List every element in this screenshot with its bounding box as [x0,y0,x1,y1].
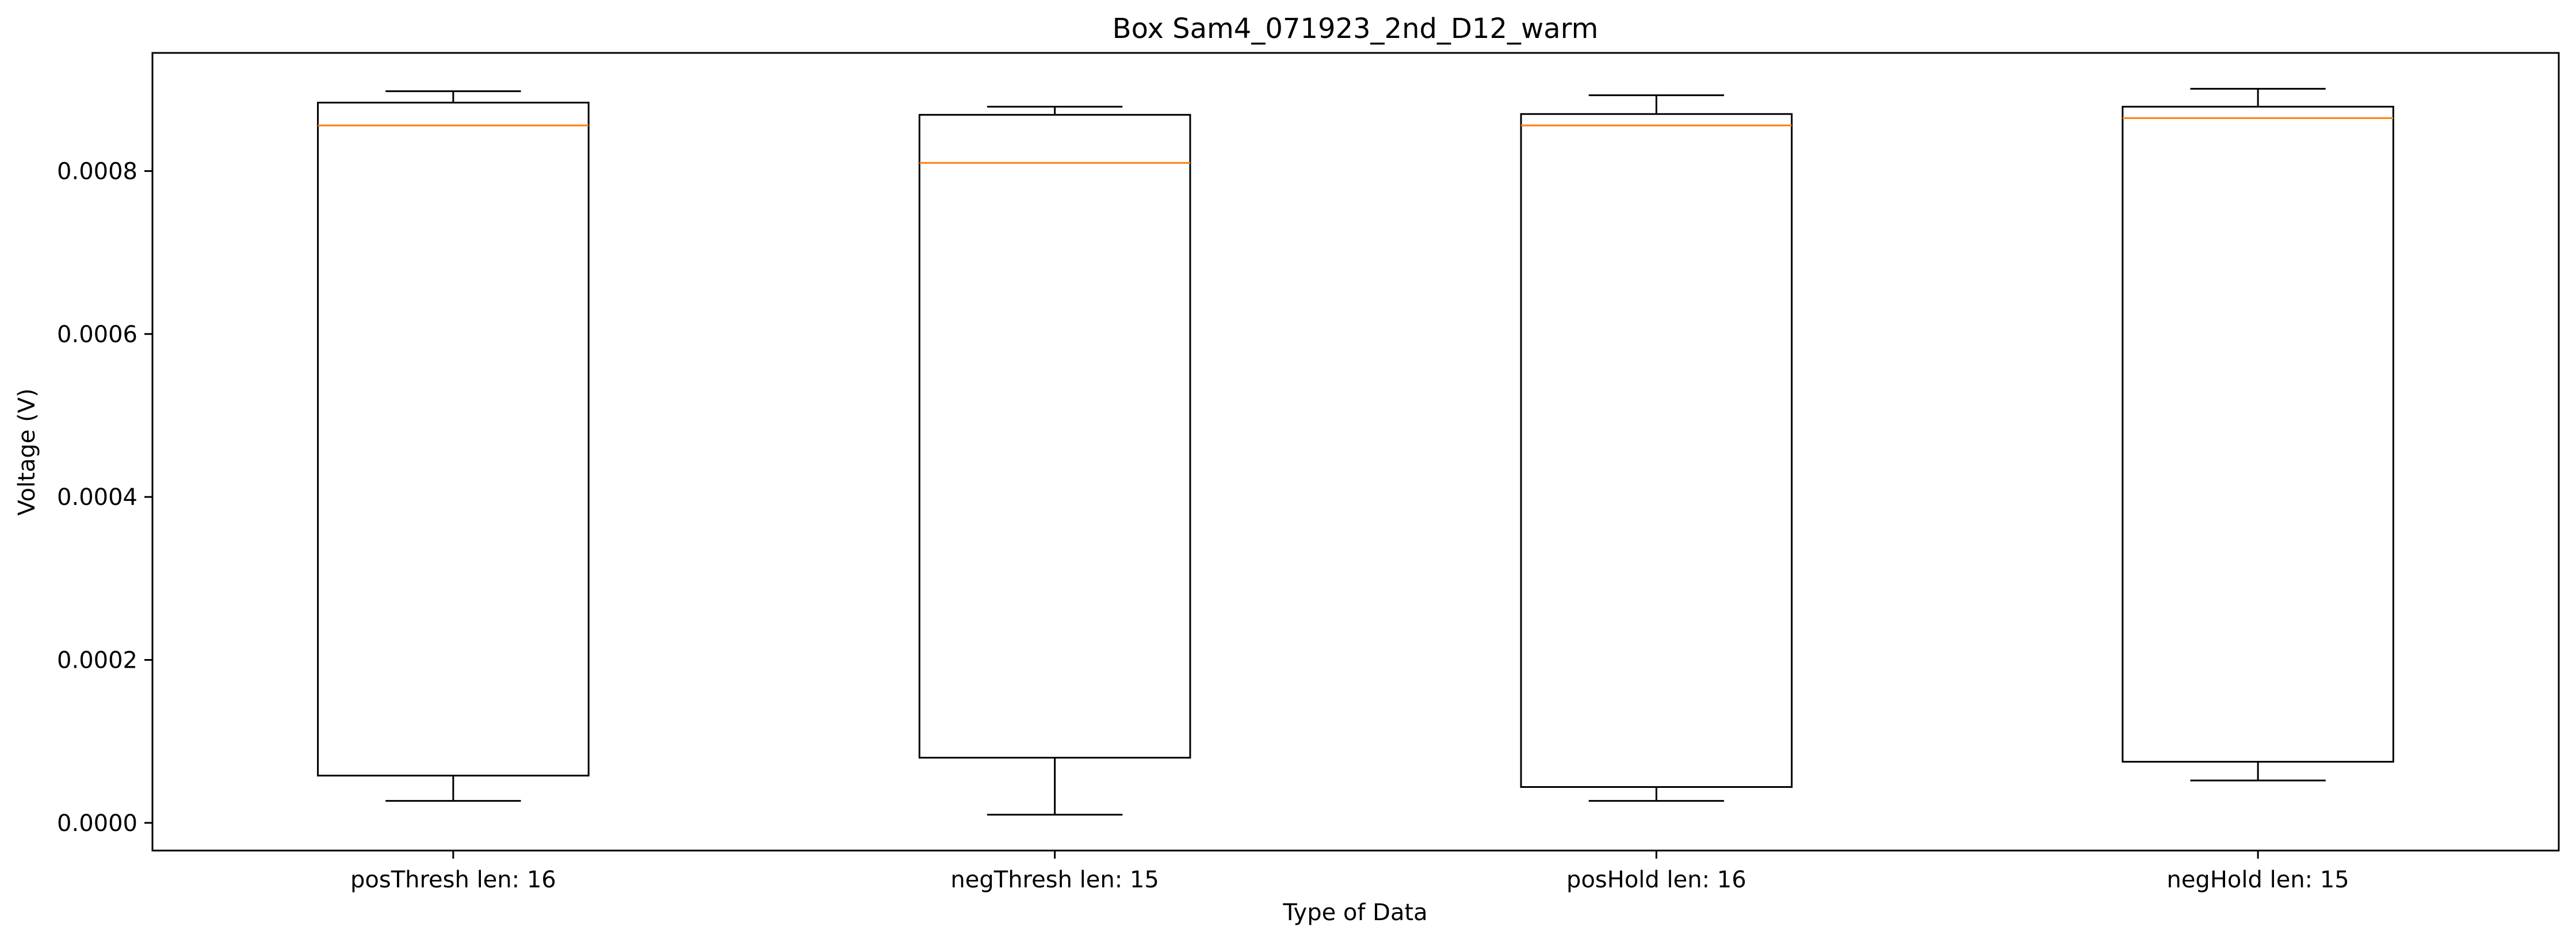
x-axis: posThresh len: 16 negThresh len: 15 posHol… [350,851,2349,893]
y-axis: 0.0000 0.0002 0.0004 0.0006 0.0008 [57,158,152,837]
x-tick-label: negHold len: 15 [2166,867,2349,893]
y-tick-label: 0.0000 [57,810,137,837]
x-tick-label: negThresh len: 15 [950,867,1159,893]
chart-title: Box Sam4_071923_2nd_D12_warm [1113,13,1599,45]
y-tick-label: 0.0008 [57,158,137,185]
x-axis-label: Type of Data [1282,899,1427,926]
y-tick-label: 0.0002 [57,647,137,673]
box-body [1520,113,1793,788]
box-1 [317,90,590,802]
box-body [2122,106,2394,763]
box-body [918,114,1191,759]
y-tick-label: 0.0004 [57,484,137,511]
box-2 [918,106,1191,816]
y-tick-label: 0.0006 [57,321,137,348]
x-tick-label: posThresh len: 16 [350,867,556,893]
box-3 [1520,94,1793,802]
x-tick-label: posHold len: 16 [1566,867,1746,893]
plot-area-frame [151,52,2560,852]
boxes-group [317,87,2394,816]
y-axis-label: Voltage (V) [14,388,40,515]
box-body [317,101,590,777]
box-4 [2122,87,2394,782]
